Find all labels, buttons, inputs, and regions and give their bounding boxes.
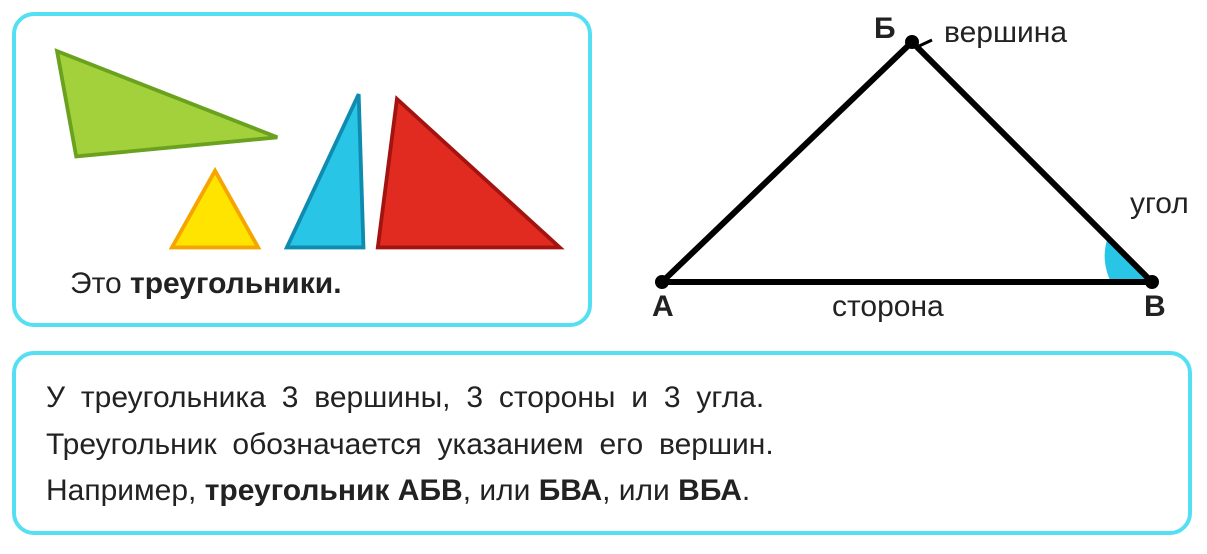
line3-b2: БВА [539,474,602,507]
line3-pre: Например, [46,474,205,507]
diagram-svg [612,12,1192,327]
caption-bold: треугольники. [130,267,342,300]
diagram-wrap: А Б В вершина сторона угол [612,12,1192,327]
explanation-line-2: Треугольник обозначается указанием его в… [46,422,1158,469]
green-triangle [57,51,277,156]
line3-mid1: , или [463,474,539,507]
triangles-caption: Это треугольники. [36,267,568,307]
vertex-a-label: А [652,290,674,324]
vertex-c-label: В [1144,290,1166,324]
vertex-pointer [917,40,932,47]
triangle-outline [662,42,1152,282]
top-row: Это треугольники. А Б В вершина сторона [12,12,1195,327]
cyan-triangle [287,94,364,247]
explanation-line-1: У треугольника 3 вершины, 3 стороны и 3 … [46,375,1158,422]
vertex-b-label: Б [874,12,896,46]
caption-prefix: Это [70,267,130,300]
side-word: сторона [832,290,944,324]
line3-b3: ВБА [678,474,742,507]
vertex-word: вершина [944,16,1067,50]
vertex-b-dot [905,35,919,49]
explanation-text: У треугольника 3 вершины, 3 стороны и 3 … [46,375,1158,515]
vertex-a-dot [655,275,669,289]
triangles-panel: Это треугольники. [12,12,592,327]
explanation-line-3: Например, треугольник АБВ, или БВА, или … [46,468,1158,515]
vertex-c-dot [1145,275,1159,289]
line3-post: . [742,474,750,507]
line3-b1: треугольник АБВ [205,474,463,507]
red-triangle [378,99,560,247]
explanation-panel: У треугольника 3 вершины, 3 стороны и 3 … [12,351,1192,535]
angle-word: угол [1130,187,1189,221]
diagram-panel: А Б В вершина сторона угол [612,12,1192,327]
yellow-triangle [172,171,258,248]
triangles-svg [36,32,576,257]
line3-mid2: , или [602,474,678,507]
triangles-illustration [36,32,568,267]
